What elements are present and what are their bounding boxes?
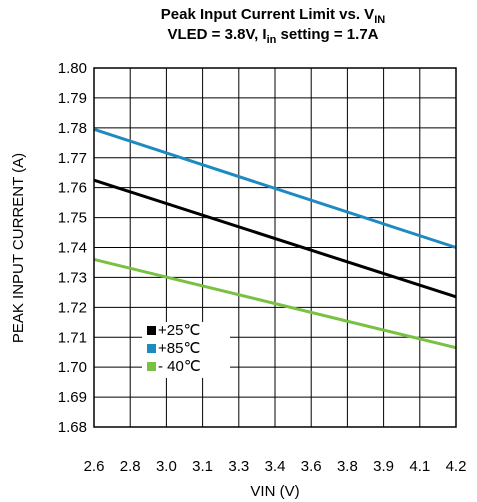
y-tick-label: 1.76 (58, 180, 87, 197)
x-axis-label: VIN (V) (250, 483, 299, 500)
legend: +25℃+85℃- 40℃ (142, 322, 230, 378)
y-tick-label: 1.77 (58, 150, 87, 167)
y-tick-label: 1.68 (58, 419, 87, 436)
legend-label: - 40℃ (158, 358, 201, 375)
series-line-1 (93, 178, 457, 299)
y-tick-label: 1.80 (58, 60, 87, 77)
legend-swatch (147, 344, 156, 353)
title-line2-subscript: in (267, 34, 277, 46)
x-tick-label: 3.8 (337, 458, 358, 475)
y-tick-label: 1.72 (58, 299, 87, 316)
y-tick-label: 1.71 (58, 329, 87, 346)
y-tick-label: 1.75 (58, 210, 87, 227)
series-line-3 (93, 258, 457, 350)
x-tick-label: 3.4 (265, 458, 286, 475)
legend-label: +25℃ (158, 322, 200, 339)
x-tick-label: 3.6 (301, 458, 322, 475)
legend-swatch (147, 362, 156, 371)
chart-title-line1: Peak Input Current Limit vs. VIN (161, 6, 385, 26)
x-tick-label: 2.6 (84, 458, 105, 475)
y-tick-label: 1.73 (58, 269, 87, 286)
title-line2-main: VLED = 3.8V, I (168, 26, 267, 43)
title-line1-subscript: IN (374, 14, 385, 26)
x-tick-label: 3.9 (373, 458, 394, 475)
x-tick-label: 2.8 (120, 458, 141, 475)
y-tick-label: 1.74 (58, 240, 87, 257)
y-axis-label: PEAK INPUT CURRENT (A) (10, 153, 27, 343)
series-line-2 (93, 127, 457, 249)
y-tick-label: 1.70 (58, 359, 87, 376)
legend-swatch (147, 326, 156, 335)
y-tick-labels: 1.80 1.79 1.78 1.77 1.76 1.75 1.74 1.73 1.72 1.71… (58, 60, 87, 436)
x-tick-label: 4.2 (446, 458, 467, 475)
y-tick-label: 1.69 (58, 389, 87, 406)
chart-title-line2: VLED = 3.8V, Iin setting = 1.7A (168, 26, 379, 46)
legend-background (142, 322, 230, 378)
title-line2-rest: setting = 1.7A (276, 26, 378, 43)
series-group (93, 127, 457, 350)
legend-label: +85℃ (158, 340, 200, 357)
title-line1-main: Peak Input Current Limit vs. V (161, 6, 374, 23)
y-tick-label: 1.78 (58, 120, 87, 137)
x-tick-label: 3.1 (192, 458, 213, 475)
x-tick-label: 3.0 (156, 458, 177, 475)
y-tick-label: 1.79 (58, 90, 87, 107)
x-tick-labels: 2.6 2.8 3.0 3.1 3.3 3.4 3.6 3.8 3.9 4.1 4.2 (84, 458, 467, 475)
x-tick-label: 4.1 (409, 458, 430, 475)
plot-frame (93, 67, 457, 428)
x-tick-label: 3.3 (228, 458, 249, 475)
